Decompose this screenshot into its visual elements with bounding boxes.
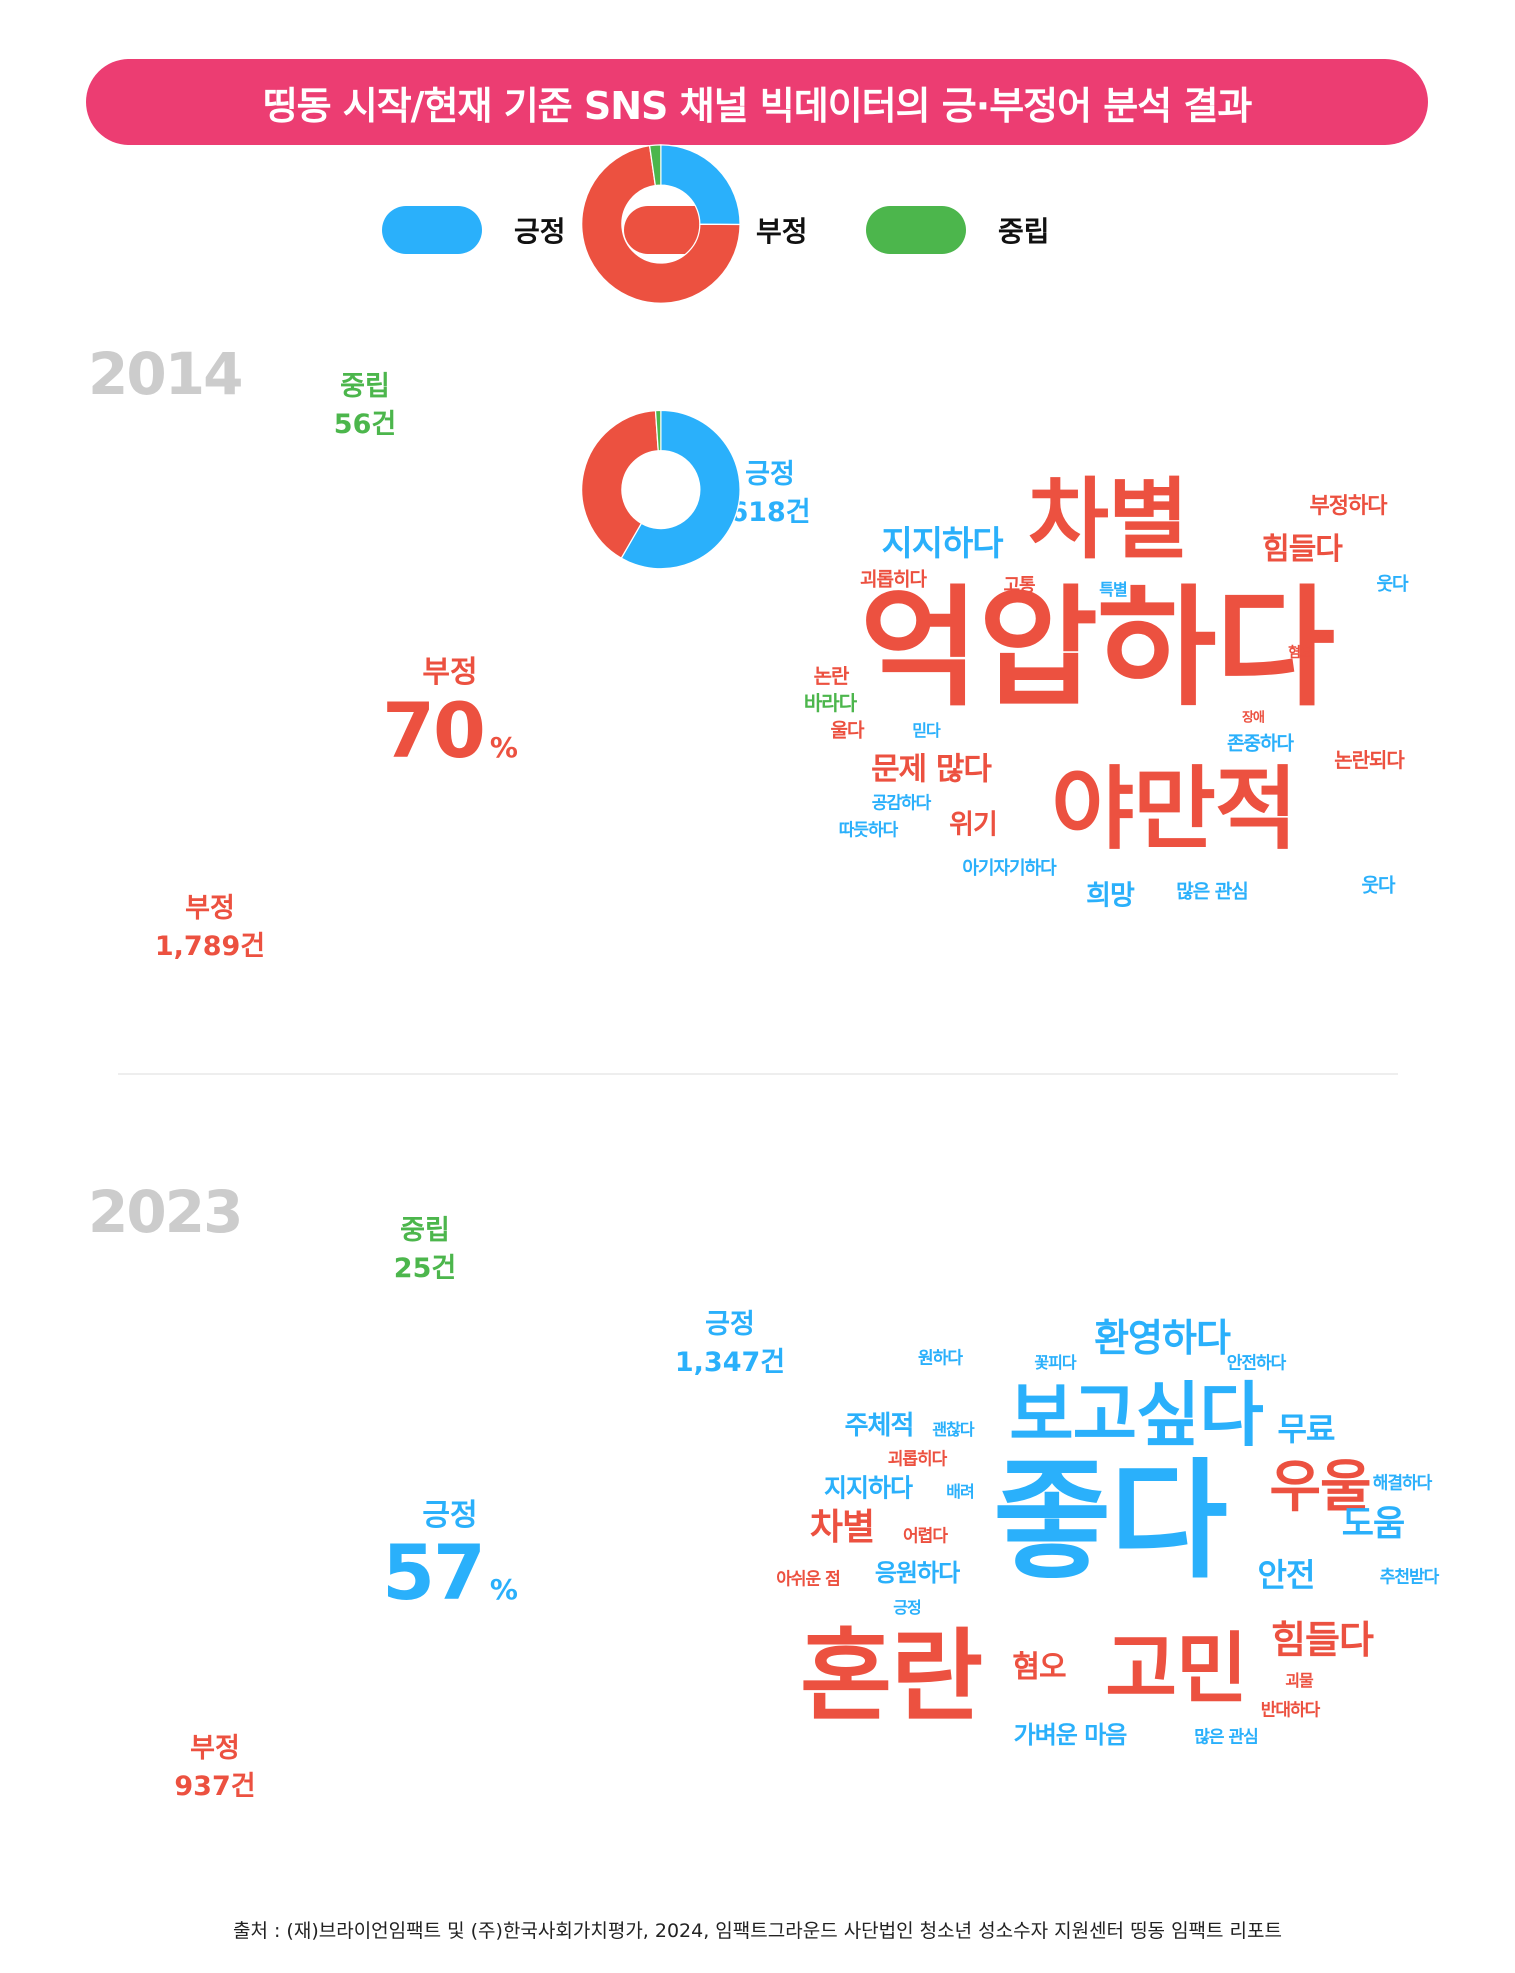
segment-label-negative-2014: 부정 1,789건 — [130, 890, 290, 966]
word-cloud-term: 괴물 — [1285, 1671, 1313, 1690]
word-cloud-term: 위기 — [949, 809, 998, 841]
segment-value-negative: 937건 — [174, 1771, 256, 1802]
legend-label-positive: 긍정 — [514, 215, 566, 248]
word-cloud-term: 원하다 — [918, 1348, 963, 1369]
word-cloud-term: 안전하다 — [1226, 1353, 1287, 1374]
center-percent-2014: 70% — [320, 686, 580, 775]
donut-segment-negative — [581, 145, 741, 304]
word-cloud-term: 울다 — [830, 719, 865, 742]
word-cloud-term: 좋다 — [993, 1447, 1228, 1596]
segment-label-neutral-2014: 중립 56건 — [300, 368, 430, 444]
segment-value-positive: 618건 — [729, 497, 811, 528]
segment-category-positive: 긍정 — [705, 1309, 755, 1340]
word-cloud-term: 괴롭히다 — [887, 1449, 948, 1470]
legend: 긍정 부정 중립 — [0, 204, 1515, 256]
year-label-2023: 2023 — [88, 1178, 243, 1246]
word-cloud-term: 배려 — [946, 1482, 974, 1501]
title-banner: 띵동 시작/현재 기준 SNS 채널 빅데이터의 긍·부정어 분석 결과 — [86, 59, 1428, 145]
word-cloud-term: 환영하다 — [1094, 1316, 1231, 1360]
center-category-2023: 긍정 — [422, 1498, 478, 1533]
word-cloud-term: 무료 — [1277, 1410, 1336, 1448]
center-percent-value: 70 — [382, 686, 486, 775]
segment-category-negative: 부정 — [185, 893, 235, 924]
segment-label-neutral-2023: 중립 25건 — [360, 1212, 490, 1288]
center-percent-value: 57 — [382, 1528, 486, 1617]
word-cloud-term: 괜찮다 — [932, 1420, 974, 1439]
segment-value-positive: 1,347건 — [674, 1347, 786, 1378]
segment-category-negative: 부정 — [190, 1733, 240, 1764]
segment-value-neutral: 25건 — [393, 1253, 457, 1284]
segment-value-negative: 1,789건 — [154, 931, 266, 962]
donut-chart-2014 — [581, 144, 741, 304]
word-cloud-term: 고민 — [1105, 1625, 1248, 1715]
word-cloud-term: 가벼운 마음 — [1013, 1721, 1128, 1749]
legend-item-neutral: 중립 — [866, 204, 1050, 256]
word-cloud-term: 해결하다 — [1372, 1473, 1433, 1494]
center-category-2014: 부정 — [422, 655, 478, 690]
segment-category-neutral: 중립 — [400, 1215, 450, 1246]
center-percent-2023: 57% — [320, 1528, 580, 1617]
word-cloud-term: 꽃피다 — [1034, 1353, 1076, 1372]
word-cloud-term: 논란되다 — [1334, 748, 1405, 772]
center-percent-unit: % — [489, 1573, 518, 1606]
word-cloud-term: 혐오 — [1288, 645, 1313, 661]
word-cloud-term: 장애 — [1242, 710, 1265, 726]
word-cloud-term: 보고싶다 — [1009, 1374, 1264, 1456]
word-cloud-term: 많은 관심 — [1176, 880, 1249, 903]
word-cloud-term: 아기자기하다 — [962, 858, 1056, 879]
word-cloud-term: 지지하다 — [823, 1473, 913, 1503]
legend-label-neutral: 중립 — [998, 215, 1050, 248]
legend-swatch-neutral — [866, 206, 966, 254]
word-cloud-term: 응원하다 — [874, 1559, 960, 1587]
word-cloud-term: 야만적 — [1051, 757, 1297, 862]
donut-segment-positive — [660, 144, 741, 226]
word-cloud-term: 따듯하다 — [838, 820, 899, 841]
word-cloud-term: 긍정 — [893, 1598, 921, 1617]
word-cloud-term: 반대하다 — [1260, 1700, 1321, 1721]
donut-chart-2023 — [581, 409, 741, 570]
word-cloud-term: 우울 — [1269, 1455, 1371, 1520]
segment-category-neutral: 중립 — [340, 371, 390, 402]
word-cloud-term: 주체적 — [844, 1411, 915, 1441]
word-cloud-term: 바라다 — [803, 691, 857, 715]
segment-label-positive-2023: 긍정 1,347건 — [640, 1306, 820, 1382]
word-cloud-term: 안전 — [1257, 1556, 1316, 1594]
word-cloud-term: 힘들다 — [1271, 1618, 1374, 1662]
donut-segment-positive — [620, 409, 741, 570]
word-cloud-term: 문제 많다 — [871, 751, 992, 788]
center-percent-unit: % — [489, 731, 518, 764]
donut-segment-negative — [581, 409, 659, 559]
word-cloud-term: 추천받다 — [1379, 1567, 1440, 1588]
segment-label-negative-2023: 부정 937건 — [150, 1730, 280, 1806]
word-cloud-term: 차별 — [809, 1507, 875, 1548]
section-divider — [118, 1073, 1398, 1075]
word-cloud-term: 웃다 — [1361, 874, 1396, 897]
donut-segment-neutral — [654, 409, 662, 452]
legend-item-positive: 긍정 — [382, 204, 566, 256]
word-cloud-term: 어렵다 — [903, 1526, 948, 1547]
page-title: 띵동 시작/현재 기준 SNS 채널 빅데이터의 긍·부정어 분석 결과 — [262, 83, 1253, 128]
donut-segment-neutral — [648, 144, 662, 187]
word-cloud-term: 믿다 — [912, 721, 940, 740]
word-cloud-term: 아쉬운 점 — [776, 1569, 840, 1590]
legend-label-negative: 부정 — [756, 215, 808, 248]
word-cloud-term: 도움 — [1341, 1504, 1405, 1545]
legend-swatch-positive — [382, 206, 482, 254]
segment-value-neutral: 56건 — [333, 409, 397, 440]
segment-category-positive: 긍정 — [745, 459, 795, 490]
word-cloud-term: 혼란 — [800, 1618, 983, 1735]
word-cloud-term: 공감하다 — [871, 793, 932, 814]
word-cloud-term: 희망 — [1086, 880, 1135, 912]
word-cloud-term: 혐오 — [1012, 1650, 1066, 1685]
year-label-2014: 2014 — [88, 340, 243, 408]
source-note: 출처 : (재)브라이언임팩트 및 (주)한국사회가치평가, 2024, 임팩트… — [232, 1920, 1282, 1942]
word-cloud-term: 존중하다 — [1227, 732, 1294, 755]
word-cloud-term: 논란 — [813, 664, 850, 688]
segment-label-positive-2014: 긍정 618건 — [690, 456, 850, 532]
word-cloud-term: 많은 관심 — [1194, 1727, 1258, 1748]
